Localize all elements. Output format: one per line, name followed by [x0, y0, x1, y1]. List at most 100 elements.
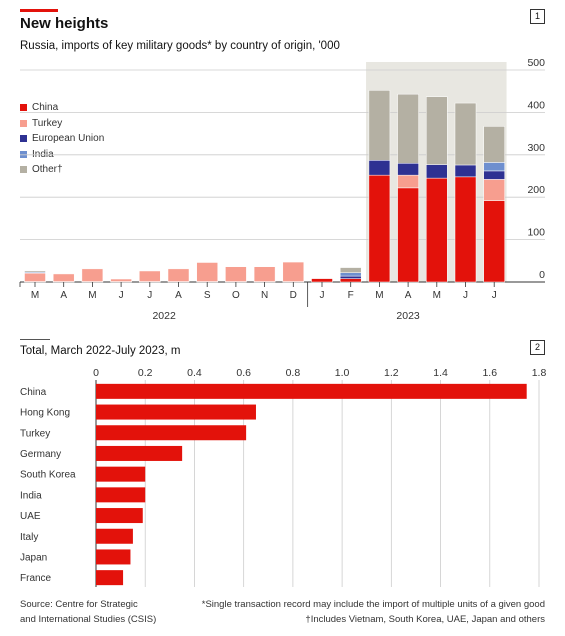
- legend-label: Turkey: [32, 117, 63, 129]
- x-tick-label: J: [320, 290, 325, 301]
- bar-segment-europeanunion: [397, 163, 419, 176]
- x-tick-label: S: [204, 290, 211, 301]
- chart2-title: Total, March 2022-July 2023, m: [20, 345, 181, 357]
- x-tick-label: O: [232, 290, 240, 301]
- legend: China Turkey European Union India Other†: [20, 100, 104, 178]
- x-tick-label: J: [463, 290, 468, 301]
- y-tick-label: 0: [539, 269, 545, 281]
- source-line-1: Source: Centre for Strategic: [20, 599, 138, 610]
- legend-label: India: [32, 148, 54, 160]
- bar-segment-turkey: [196, 262, 218, 282]
- section-divider: [20, 339, 50, 340]
- category-label: India: [20, 490, 42, 501]
- footnotes: *Single transaction record may include t…: [202, 597, 545, 627]
- bar-segment-turkey: [225, 266, 247, 282]
- source-note: Source: Centre for Strategic and Interna…: [20, 597, 156, 627]
- x-tick-label: 0.2: [138, 367, 153, 379]
- bar-france: [96, 570, 124, 586]
- bar-south-korea: [96, 466, 146, 482]
- category-label: Turkey: [20, 428, 50, 439]
- legend-swatch-other: [20, 166, 27, 174]
- bar-segment-turkey: [167, 268, 190, 282]
- chart-subtitle: Russia, imports of key military goods* b…: [20, 40, 340, 52]
- bar-segment-turkey: [139, 270, 161, 282]
- x-tick-label: 0.8: [286, 367, 301, 379]
- category-label: Italy: [20, 532, 38, 543]
- year-label-2022: 2022: [152, 310, 176, 322]
- bar-china: [96, 383, 527, 399]
- category-label: Hong Kong: [20, 408, 70, 419]
- legend-swatch-china: [20, 104, 27, 112]
- bar-segment-europeanunion: [339, 275, 362, 279]
- x-tick-label: M: [433, 290, 441, 301]
- panel-number-2: 2: [530, 340, 545, 355]
- footnote-1: *Single transaction record may include t…: [201, 599, 545, 610]
- legend-label: China: [32, 102, 59, 114]
- category-label: Germany: [20, 449, 61, 460]
- x-tick-label: M: [375, 290, 383, 301]
- x-tick-label: J: [492, 290, 497, 301]
- category-label: Japan: [20, 552, 47, 563]
- legend-label: European Union: [32, 133, 105, 145]
- x-tick-label: M: [88, 290, 96, 301]
- footnote-2: †Includes Vietnam, South Korea, UAE, Jap…: [305, 614, 545, 625]
- x-tick-label: 0.4: [187, 367, 202, 379]
- x-tick-label: 1.4: [433, 367, 448, 379]
- bar-germany: [96, 445, 183, 461]
- legend-swatch-eu: [20, 135, 27, 143]
- x-tick-label: J: [119, 290, 124, 301]
- bar-segment-china: [426, 177, 448, 283]
- bar-segment-china: [339, 278, 362, 283]
- bar-segment-turkey: [282, 261, 305, 282]
- y-tick-label: 200: [527, 184, 545, 196]
- legend-label: Other†: [32, 164, 63, 176]
- y-tick-label: 500: [527, 57, 545, 69]
- bar-segment-turkey: [483, 179, 505, 201]
- bar-segment-china: [483, 200, 505, 283]
- x-tick-label: 0: [93, 367, 99, 379]
- bar-segment-other: [368, 90, 391, 161]
- bar-turkey: [96, 425, 247, 441]
- bar-italy: [96, 528, 133, 544]
- bar-segment-china: [397, 187, 419, 283]
- bar-segment-turkey: [24, 272, 46, 282]
- bar-uae: [96, 508, 143, 524]
- legend-item-other: Other†: [20, 162, 104, 178]
- bar-segment-turkey: [253, 266, 276, 282]
- bar-segment-india: [483, 162, 505, 172]
- bar-hong-kong: [96, 404, 256, 420]
- legend-item-china: China: [20, 100, 104, 116]
- x-tick-label: 0.6: [236, 367, 251, 379]
- bar-segment-china: [311, 278, 333, 283]
- bar-segment-turkey: [110, 278, 132, 282]
- bar-segment-other: [24, 270, 46, 273]
- y-tick-label: 100: [527, 227, 545, 239]
- x-tick-label: 1.0: [335, 367, 350, 379]
- x-tick-label: 1.6: [482, 367, 497, 379]
- x-tick-label: D: [290, 290, 297, 301]
- bar-segment-china: [368, 174, 391, 283]
- bar-segment-india: [339, 272, 362, 277]
- panel-number-1: 1: [530, 9, 545, 24]
- x-tick-label: N: [261, 290, 268, 301]
- bar-segment-europeanunion: [483, 170, 505, 180]
- legend-swatch-turkey: [20, 119, 27, 127]
- brand-accent-bar: [20, 9, 58, 12]
- y-tick-label: 300: [527, 142, 545, 154]
- category-label: UAE: [20, 511, 41, 522]
- x-tick-label: 1.8: [532, 367, 547, 379]
- bar-segment-europeanunion: [454, 164, 477, 178]
- bar-segment-turkey: [81, 268, 104, 282]
- bar-segment-europeanunion: [426, 164, 448, 179]
- legend-item-india: India: [20, 147, 104, 163]
- bar-segment-china: [454, 176, 477, 283]
- x-tick-label: M: [31, 290, 39, 301]
- bar-segment-other: [397, 93, 419, 164]
- bar-segment-other: [426, 96, 448, 165]
- bar-segment-europeanunion: [368, 160, 391, 176]
- bar-segment-other: [483, 126, 505, 163]
- bar-japan: [96, 549, 131, 565]
- category-label: China: [20, 387, 47, 398]
- chart-title: New heights: [20, 15, 109, 32]
